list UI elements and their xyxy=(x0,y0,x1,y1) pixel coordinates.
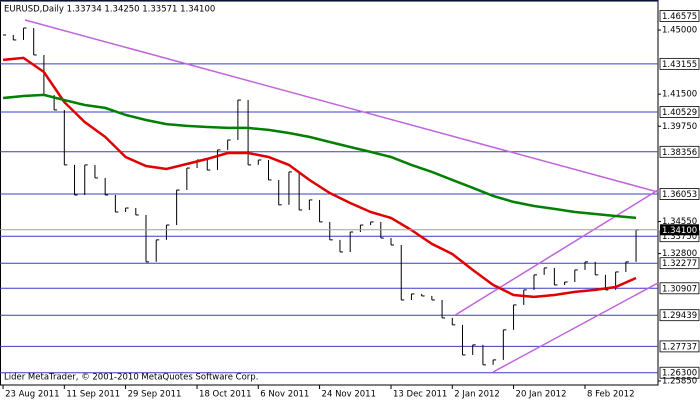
level-label-box xyxy=(659,257,700,270)
level-label-box xyxy=(659,188,700,200)
level-label: 1.30907 xyxy=(662,284,697,294)
y-tick-label: 1.25850 xyxy=(662,376,697,386)
level-label: 1.33750 xyxy=(662,232,697,242)
trend-line xyxy=(24,19,659,193)
x-tick-label: 6 Nov 2011 xyxy=(260,390,309,400)
level-label: 1.40529 xyxy=(662,108,697,118)
level-label-box xyxy=(659,57,700,70)
y-tick-label: 1.34550 xyxy=(662,217,697,227)
plot-frame xyxy=(0,0,659,386)
x-tick-label: 13 Dec 2011 xyxy=(393,390,447,400)
level-label: 1.27737 xyxy=(662,342,697,352)
current-price-label: 1.34100 xyxy=(662,226,697,236)
x-tick-label: 8 Feb 2012 xyxy=(587,390,635,400)
footer: Lider MetaTrader, © 2001-2010 MetaQuotes… xyxy=(4,373,258,383)
chart-title: EURUSD,Daily 1.33734 1.34250 1.33571 1.3… xyxy=(4,5,215,15)
level-label-box xyxy=(659,340,700,353)
level-label-box xyxy=(659,10,700,22)
level-label: 1.43155 xyxy=(662,60,697,70)
x-tick-label: 11 Sep 2011 xyxy=(66,390,120,400)
x-tick-label: 23 Aug 2011 xyxy=(5,390,59,400)
level-label: 1.38356 xyxy=(662,148,697,158)
x-tick-label: 18 Oct 2011 xyxy=(199,390,252,400)
current-price-box xyxy=(660,224,699,236)
level-label: 1.26300 xyxy=(662,369,697,379)
trend-line xyxy=(454,189,659,316)
x-tick-label: 2 Jan 2012 xyxy=(454,390,500,400)
level-label: 1.36053 xyxy=(662,190,697,200)
x-tick-label: 29 Sep 2011 xyxy=(128,390,182,400)
plot-layer xyxy=(0,0,659,374)
level-label-box xyxy=(659,309,700,322)
trend-line xyxy=(492,282,659,373)
moving-average xyxy=(2,56,637,299)
level-label-box xyxy=(659,282,700,295)
x-tick-label: 20 Jan 2012 xyxy=(516,390,567,400)
y-tick-label: 1.39750 xyxy=(662,122,697,132)
level-label: 1.46575 xyxy=(662,12,697,22)
level-label: 1.32277 xyxy=(662,259,697,269)
y-tick-label: 1.41500 xyxy=(662,90,697,100)
moving-average xyxy=(2,93,637,220)
level-label-box xyxy=(659,106,700,118)
level-label-box xyxy=(659,366,700,379)
y-tick-label: 1.32800 xyxy=(662,249,697,259)
level-label: 1.29439 xyxy=(662,311,697,321)
y-tick-label: 1.45000 xyxy=(662,26,697,36)
level-label-box xyxy=(659,145,700,158)
x-tick-label: 24 Nov 2011 xyxy=(322,390,376,400)
